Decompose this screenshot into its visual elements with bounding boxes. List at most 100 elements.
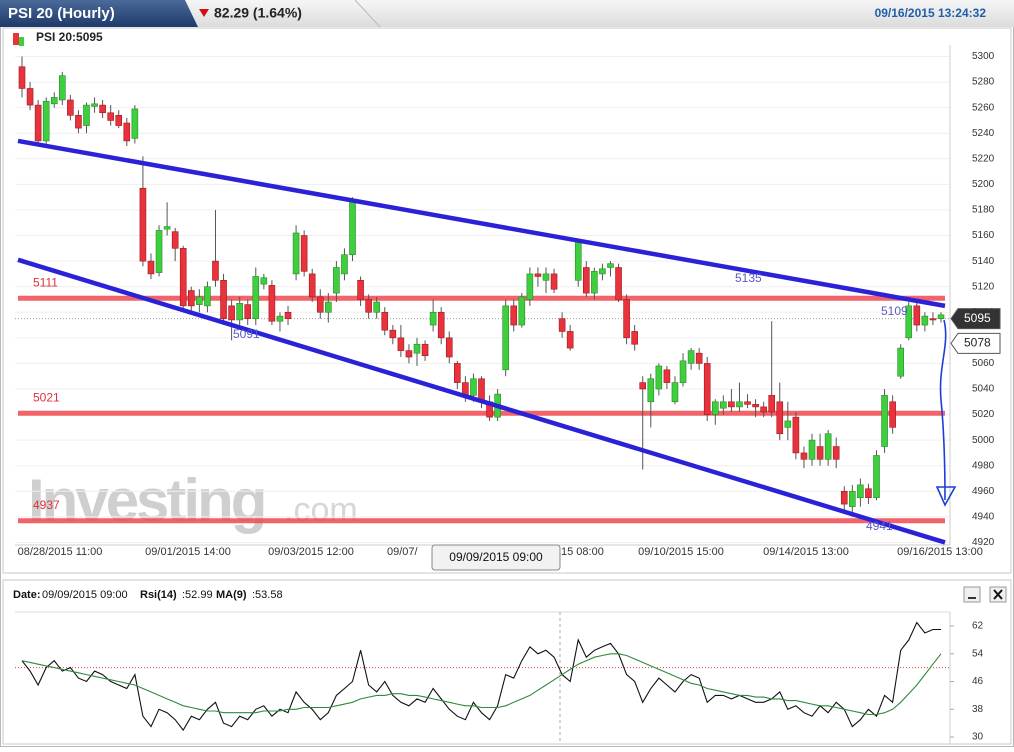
candle-body <box>631 331 638 345</box>
rsi-header: 09/09/2015 09:00 <box>42 589 128 601</box>
price-label-box <box>950 308 1001 330</box>
rsi-header: Rsi(14) <box>140 589 177 601</box>
candle-body <box>502 305 509 371</box>
y-tick-label: 5140 <box>972 256 995 267</box>
candle-body <box>558 318 566 332</box>
candle-body <box>260 277 268 285</box>
candle-body <box>75 115 82 129</box>
candle-body <box>744 401 751 405</box>
candle-body <box>816 446 824 460</box>
y-tick-label: 5260 <box>972 102 995 113</box>
x-tick-label: 15 08:00 <box>561 546 604 558</box>
candle-body <box>220 279 227 319</box>
candle-body <box>50 97 58 105</box>
y-tick-label: 5200 <box>972 179 995 190</box>
y-tick-label: 5220 <box>972 153 995 164</box>
candle-body <box>333 267 340 294</box>
candle-body <box>212 260 219 281</box>
minimize-button[interactable] <box>963 586 981 603</box>
annotation: 5135 <box>735 271 762 285</box>
candle-body <box>510 305 518 326</box>
candle-body <box>437 311 445 339</box>
rsi-header: :53.58 <box>252 589 283 601</box>
tooltip: 09/09/2015 09:00 <box>449 550 543 564</box>
candle-body <box>623 299 630 339</box>
candle-body <box>244 304 252 319</box>
candle-body <box>187 290 195 307</box>
candle-body <box>784 420 792 428</box>
y-tick-label: 4940 <box>972 512 995 523</box>
rsi-header: MA(9) <box>216 589 247 601</box>
candle-body <box>171 231 179 249</box>
y-tick-label: 5020 <box>972 409 995 420</box>
candle-body <box>83 104 90 126</box>
x-tick-label: 09/07/ <box>387 546 419 558</box>
candle-body <box>292 232 300 275</box>
rsi-panel <box>2 579 1012 745</box>
main-panel <box>2 27 1012 574</box>
y-tick-label: 5120 <box>972 281 995 292</box>
candle-body <box>349 199 356 256</box>
x-tick-label: 08/28/2015 11:00 <box>18 546 103 558</box>
candle-body <box>228 305 235 321</box>
candle-body <box>615 267 622 300</box>
candle-body <box>679 360 687 383</box>
candle-body <box>179 248 187 307</box>
candle-body <box>445 337 453 358</box>
candle-body <box>534 273 542 277</box>
y-tick-label: 62 <box>972 621 984 632</box>
y-tick-label: 5060 <box>972 358 995 369</box>
candle-body <box>526 273 534 300</box>
candle-body <box>566 331 574 349</box>
candle-body <box>921 315 929 326</box>
candle-body <box>776 401 784 435</box>
candle-body <box>252 276 260 319</box>
y-tick-label: 5180 <box>972 205 995 216</box>
candle-body <box>115 115 123 126</box>
candle-body <box>413 343 421 354</box>
candle-body <box>703 363 711 415</box>
candle-body <box>695 352 703 364</box>
candle-body <box>155 230 163 273</box>
x-tick-label: 09/10/2015 15:00 <box>638 546 724 558</box>
candle-body <box>268 285 276 322</box>
candle-body <box>123 122 131 142</box>
candle-body <box>59 75 66 101</box>
candle-body <box>26 88 34 106</box>
candle-body <box>905 305 913 339</box>
candle-body <box>824 433 832 460</box>
legend-candle-green <box>19 37 24 46</box>
candle-body <box>849 490 856 507</box>
candle-body <box>518 296 526 326</box>
rsi-header: Date: <box>13 589 41 601</box>
candle-body <box>284 311 292 319</box>
candle-body <box>341 254 348 275</box>
price-label: 5095 <box>964 311 991 325</box>
candle-body <box>454 363 461 383</box>
candle-body <box>147 260 155 275</box>
title-tab <box>0 0 198 27</box>
y-tick-label: 5240 <box>972 128 995 139</box>
x-tick-label: 09/03/2015 12:00 <box>268 546 354 558</box>
candle-body <box>365 299 372 313</box>
candle-body <box>163 226 171 230</box>
candle-body <box>760 406 767 413</box>
candle-body <box>316 296 324 313</box>
trendline <box>17 257 946 545</box>
timestamp: 09/16/2015 13:24:32 <box>875 6 987 20</box>
annotation: 5091 <box>233 327 260 341</box>
candle-body <box>42 100 50 142</box>
candle-body <box>857 484 864 498</box>
candle-body <box>832 446 840 460</box>
candle-body <box>768 395 776 413</box>
close-icon <box>993 589 1003 600</box>
candle-body <box>300 235 308 272</box>
level-label: 5021 <box>33 390 60 404</box>
candle-body <box>720 401 727 409</box>
candle-body <box>196 296 203 305</box>
candle-body <box>647 378 655 403</box>
candle-body <box>470 378 477 396</box>
change: 82.29 (1.64%) <box>214 5 302 21</box>
